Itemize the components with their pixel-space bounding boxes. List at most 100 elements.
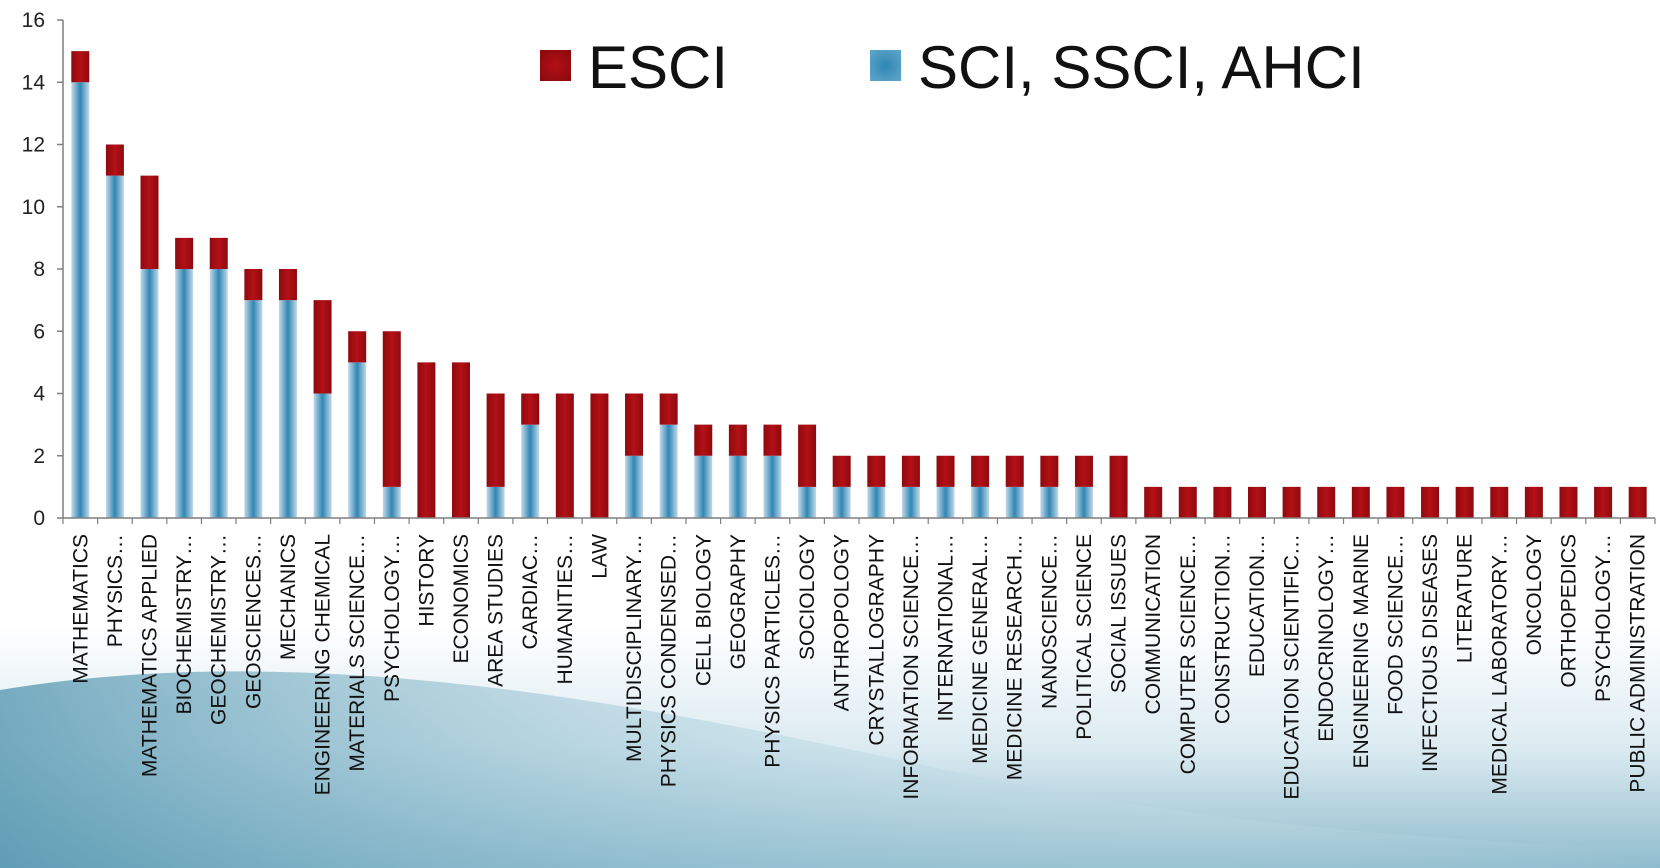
- bar-esci: [901, 455, 920, 487]
- x-category-label: PUBLIC ADMINISTRATION: [1627, 534, 1650, 793]
- bar-esci: [382, 331, 401, 487]
- x-category-label: GEOCHEMISTRY…: [208, 534, 231, 725]
- x-category-label: HISTORY: [415, 534, 438, 627]
- y-tick-label: 8: [33, 258, 45, 281]
- x-category-label: MECHANICS: [277, 534, 300, 660]
- bar-esci: [971, 455, 990, 487]
- bar-esci: [1040, 455, 1059, 487]
- x-category-label: EDUCATION…: [1246, 534, 1269, 677]
- bar-esci: [1628, 486, 1647, 518]
- bar-esci: [1524, 486, 1543, 518]
- x-category-label: ENGINEERING MARINE: [1350, 534, 1373, 769]
- bar-sci: [728, 455, 747, 518]
- bar-esci: [867, 455, 886, 487]
- bar-esci: [798, 424, 817, 487]
- y-tick-label: 14: [22, 71, 46, 94]
- legend-label-sci: SCI, SSCI, AHCI: [918, 34, 1365, 101]
- x-category-label: CARDIAC…: [519, 534, 542, 650]
- x-category-label: ENGINEERING CHEMICAL: [312, 534, 335, 795]
- x-category-label: CRYSTALLOGRAPHY: [865, 534, 888, 746]
- bar-sci: [1005, 486, 1024, 518]
- bar-sci: [901, 486, 920, 518]
- bar-sci: [832, 486, 851, 518]
- x-category-label: SOCIAL ISSUES: [1108, 534, 1131, 693]
- x-category-label: ECONOMICS: [450, 534, 473, 664]
- x-category-label: MEDICAL LABORATORY…: [1488, 534, 1511, 795]
- y-tick-label: 6: [33, 320, 45, 343]
- bar-esci: [1317, 486, 1336, 518]
- y-tick-label: 10: [22, 196, 45, 219]
- legend: ESCI SCI, SSCI, AHCI: [540, 34, 1365, 101]
- x-category-label: PSYCHOLOGY…: [1592, 534, 1615, 702]
- bar-esci: [555, 393, 574, 518]
- bar-esci: [313, 300, 332, 394]
- bar-esci: [71, 51, 90, 83]
- bar-esci: [763, 424, 782, 456]
- x-category-label: INTERNATIONAL…: [935, 534, 958, 721]
- bar-sci: [278, 300, 297, 518]
- bar-esci: [486, 393, 505, 487]
- x-category-label: PHYSICS CONDENSED…: [658, 534, 681, 787]
- bar-sci: [1040, 486, 1059, 518]
- bar-sci: [209, 269, 228, 518]
- bar-sci: [936, 486, 955, 518]
- bar-esci: [209, 237, 228, 269]
- bar-esci: [728, 424, 747, 456]
- bar-sci: [71, 82, 90, 518]
- bar-esci: [278, 269, 297, 301]
- bar-sci: [105, 175, 124, 518]
- bar-sci: [659, 424, 678, 518]
- x-category-label: BIOCHEMISTRY…: [173, 534, 196, 714]
- x-category-label: AREA STUDIES: [485, 534, 508, 687]
- bar-esci: [452, 362, 470, 518]
- bar-esci: [1559, 486, 1578, 518]
- bar-esci: [1282, 486, 1301, 518]
- bar-sci: [486, 486, 505, 518]
- x-category-label: LAW: [588, 534, 611, 579]
- x-category-label: SOCIOLOGY: [796, 534, 819, 660]
- bar-esci: [625, 393, 644, 456]
- bar-sci: [140, 269, 159, 518]
- x-category-label: ANTHROPOLOGY: [831, 534, 854, 711]
- bar-esci: [1005, 455, 1024, 487]
- axes-group: [57, 19, 1656, 524]
- bar-sci: [521, 424, 540, 518]
- bar-sci: [867, 486, 886, 518]
- x-category-label: ORTHOPEDICS: [1557, 534, 1580, 688]
- bar-esci: [175, 237, 194, 269]
- y-tick-label: 0: [33, 507, 45, 530]
- bar-sci: [971, 486, 990, 518]
- x-category-label: MULTIDISCIPLINARY…: [623, 534, 646, 762]
- bar-sci: [1074, 486, 1093, 518]
- legend-swatch-sci: [870, 50, 901, 81]
- x-category-label: GEOSCIENCES…: [242, 534, 265, 709]
- bars-group: [71, 51, 1647, 518]
- x-category-label: FOOD SCIENCE…: [1384, 534, 1407, 715]
- bar-esci: [1594, 486, 1613, 518]
- x-category-label: COMPUTER SCIENCE…: [1177, 534, 1200, 774]
- x-category-label: PHYSICS PARTICLES…: [761, 534, 784, 768]
- y-tick-label: 4: [33, 383, 45, 406]
- x-category-label: NANOSCIENCE…: [1038, 534, 1061, 709]
- bar-esci: [1144, 486, 1163, 518]
- x-category-label: LITERATURE: [1454, 534, 1477, 663]
- x-category-labels: MATHEMATICS PHYSICS… MATHEMATICS APPLIED BI…: [69, 534, 1649, 800]
- bar-esci: [1213, 486, 1232, 518]
- y-tick-label: 2: [33, 445, 45, 468]
- bar-sci: [313, 393, 332, 518]
- bar-esci: [1109, 455, 1128, 518]
- bar-esci: [348, 331, 367, 363]
- x-category-label: GEOGRAPHY: [727, 534, 750, 669]
- bar-esci: [590, 393, 609, 518]
- bar-esci: [936, 455, 955, 487]
- legend-swatch-esci: [540, 50, 571, 81]
- bar-esci: [1074, 455, 1093, 487]
- bar-esci: [1386, 486, 1405, 518]
- bar-sci: [348, 362, 367, 518]
- background-wave: [0, 671, 1660, 868]
- bar-esci: [659, 393, 678, 425]
- bar-esci: [1421, 486, 1440, 518]
- bar-esci: [694, 424, 713, 456]
- bar-sci: [382, 486, 401, 518]
